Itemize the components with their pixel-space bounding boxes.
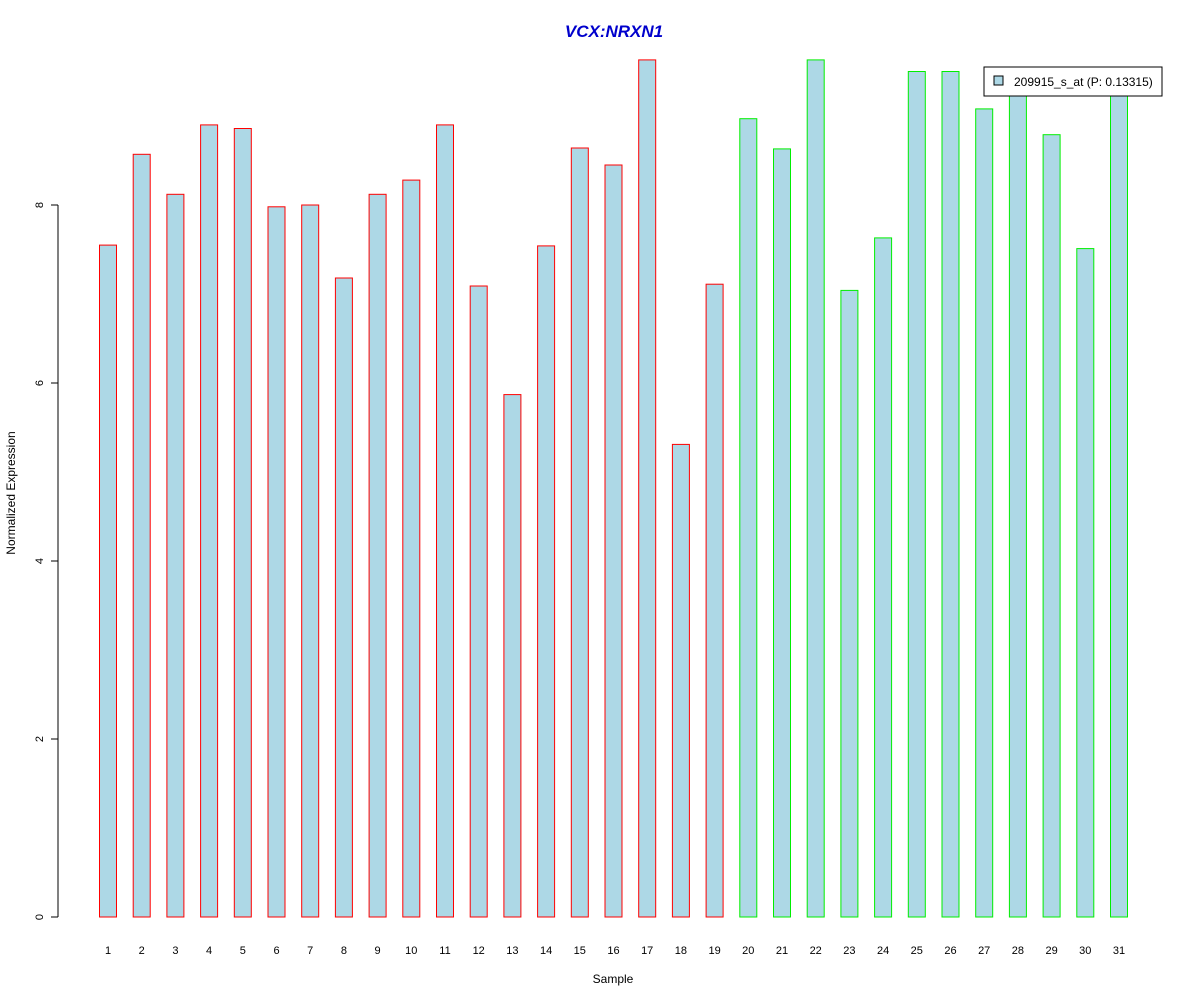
x-tick-label: 8 (341, 945, 347, 957)
bar (368, 193, 387, 918)
bar (1076, 248, 1095, 918)
bar (907, 71, 926, 918)
x-tick-label: 13 (506, 945, 518, 957)
y-axis-ticks: 0 2 4 6 8 (34, 202, 58, 920)
bar (334, 277, 353, 918)
bar (570, 147, 589, 918)
y-tick-label: 2 (34, 736, 46, 742)
x-tick-label: 28 (1012, 945, 1024, 957)
y-tick-label: 0 (34, 914, 46, 920)
bar (200, 124, 219, 918)
x-tick-label: 24 (877, 945, 889, 957)
x-tick-label: 2 (139, 945, 145, 957)
bar (1042, 134, 1061, 918)
x-tick-label: 4 (206, 945, 212, 957)
x-tick-label: 18 (675, 945, 687, 957)
x-tick-label: 17 (641, 945, 653, 957)
x-axis-label: Sample (593, 972, 634, 986)
bar (604, 164, 623, 918)
x-tick-label: 14 (540, 945, 552, 957)
bar (806, 59, 825, 918)
x-tick-label: 7 (307, 945, 313, 957)
x-tick-label: 20 (742, 945, 754, 957)
bar (301, 204, 320, 918)
legend: 209915_s_at (P: 0.13315) (983, 66, 1163, 97)
bar (941, 71, 960, 918)
x-tick-label: 6 (273, 945, 279, 957)
x-tick-label: 1 (105, 945, 111, 957)
x-tick-label: 21 (776, 945, 788, 957)
legend-box (983, 66, 1163, 97)
bar (132, 153, 151, 918)
bar (638, 59, 657, 918)
bar (99, 244, 117, 918)
bar (773, 148, 791, 918)
x-tick-label: 27 (978, 945, 990, 957)
legend-label: 209915_s_at (P: 0.13315) (1014, 75, 1153, 89)
bar (1110, 90, 1128, 918)
x-tick-label: 10 (405, 945, 417, 957)
bar (436, 124, 454, 918)
x-tick-label: 3 (172, 945, 178, 957)
x-tick-label: 29 (1045, 945, 1057, 957)
bar (671, 443, 690, 918)
bar (267, 206, 286, 918)
bar (874, 237, 893, 918)
bars (99, 59, 1128, 918)
bar (705, 283, 724, 918)
x-tick-label: 31 (1113, 945, 1125, 957)
bar (537, 245, 556, 918)
x-tick-label: 19 (708, 945, 720, 957)
bar (739, 118, 758, 918)
y-tick-label: 4 (34, 558, 46, 564)
x-tick-label: 30 (1079, 945, 1091, 957)
bar (233, 128, 252, 918)
x-tick-label: 5 (240, 945, 246, 957)
x-tick-label: 9 (375, 945, 381, 957)
bar (469, 285, 488, 918)
x-tick-label: 11 (439, 945, 450, 957)
x-tick-label: 23 (843, 945, 855, 957)
legend-swatch (993, 75, 1004, 86)
y-axis-label: Normalized Expression (4, 431, 18, 554)
x-tick-label: 15 (574, 945, 586, 957)
x-tick-label: 25 (911, 945, 923, 957)
x-axis-tick-labels: 1 2 3 4 5 6 7 8 9 10 11 12 13 14 15 16 17 18 19 20 21 22 23 24 2… (105, 945, 1125, 957)
bar (840, 289, 859, 918)
bar (1008, 89, 1027, 918)
y-tick-label: 6 (34, 380, 46, 386)
chart-title: VCX:NRXN1 (565, 22, 663, 41)
y-tick-label: 8 (34, 202, 46, 208)
x-tick-label: 16 (607, 945, 619, 957)
bar (975, 108, 994, 918)
bar (503, 394, 522, 918)
x-tick-label: 26 (944, 945, 956, 957)
x-tick-label: 12 (473, 945, 485, 957)
bar (166, 193, 185, 918)
x-tick-label: 22 (810, 945, 822, 957)
bar (402, 179, 421, 918)
